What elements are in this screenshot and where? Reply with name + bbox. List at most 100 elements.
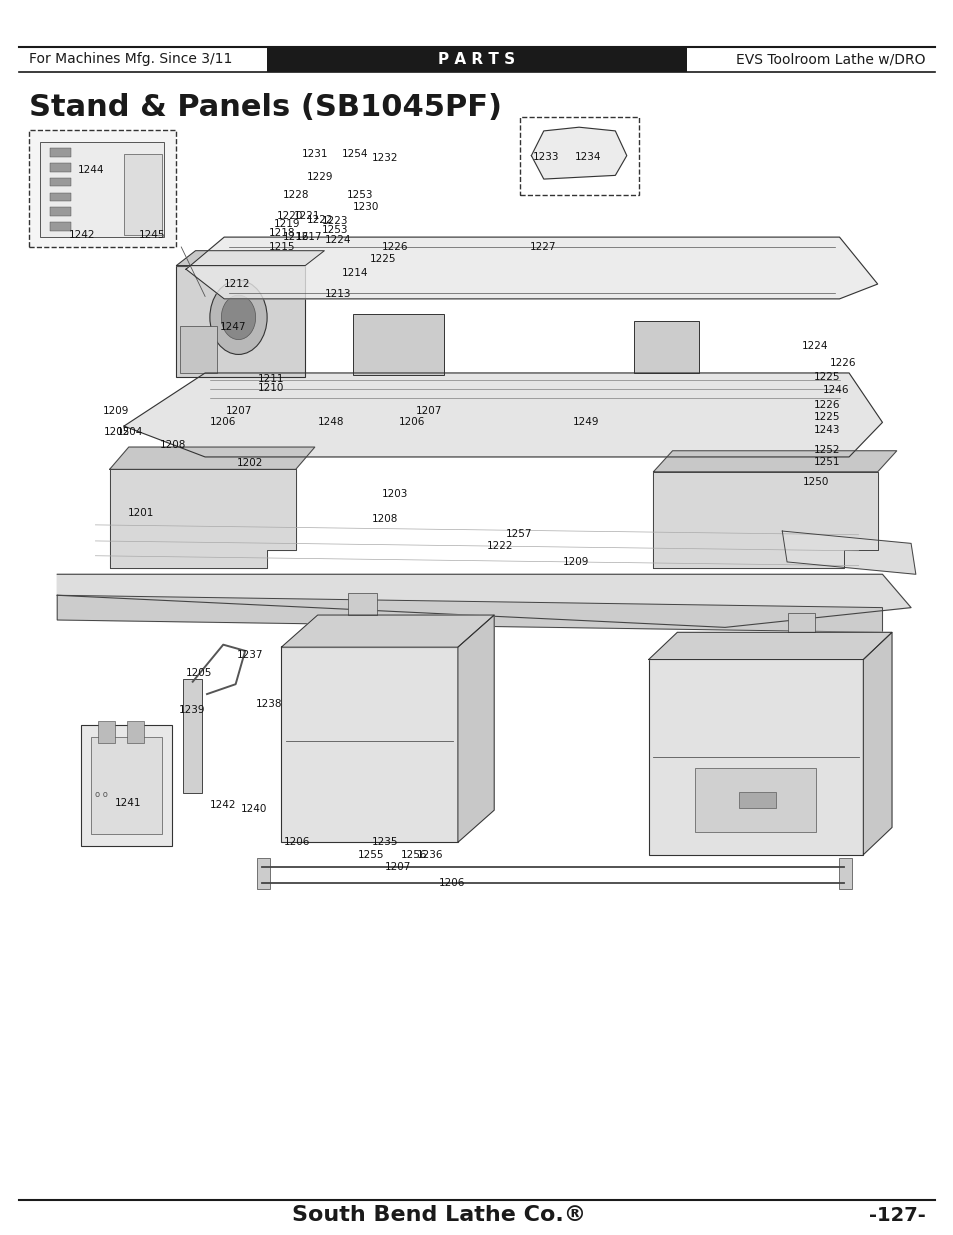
Bar bbox=[648, 659, 862, 855]
Bar bbox=[348, 593, 376, 615]
Text: 1202: 1202 bbox=[236, 458, 263, 468]
Text: 1201: 1201 bbox=[128, 508, 154, 517]
Bar bbox=[127, 721, 144, 743]
Text: 1248: 1248 bbox=[317, 417, 344, 427]
Text: 1226: 1226 bbox=[813, 400, 840, 410]
Text: For Machines Mfg. Since 3/11: For Machines Mfg. Since 3/11 bbox=[29, 52, 232, 67]
Polygon shape bbox=[57, 574, 910, 627]
Text: 1224: 1224 bbox=[801, 341, 827, 351]
Text: 1216: 1216 bbox=[282, 232, 309, 242]
Text: 1236: 1236 bbox=[416, 850, 443, 860]
Text: 1225: 1225 bbox=[813, 372, 840, 382]
Text: 1252: 1252 bbox=[813, 445, 840, 454]
Text: 1247: 1247 bbox=[219, 322, 246, 332]
Bar bbox=[180, 326, 216, 373]
Polygon shape bbox=[531, 127, 626, 179]
Text: o o: o o bbox=[95, 789, 108, 799]
Bar bbox=[353, 314, 443, 375]
Polygon shape bbox=[124, 373, 882, 457]
Text: 1228: 1228 bbox=[282, 190, 309, 200]
Polygon shape bbox=[457, 615, 494, 842]
Polygon shape bbox=[176, 251, 324, 266]
Text: 1220: 1220 bbox=[276, 211, 303, 221]
Text: 1223: 1223 bbox=[321, 216, 348, 226]
Text: 1251: 1251 bbox=[813, 457, 840, 467]
Bar bbox=[50, 148, 71, 157]
Text: EVS Toolroom Lathe w/DRO: EVS Toolroom Lathe w/DRO bbox=[735, 52, 924, 67]
Bar bbox=[694, 768, 815, 832]
Text: 1242: 1242 bbox=[69, 230, 95, 240]
Circle shape bbox=[210, 280, 267, 354]
Bar bbox=[124, 154, 162, 235]
Text: 1211: 1211 bbox=[257, 374, 284, 384]
Text: 1234: 1234 bbox=[575, 152, 601, 162]
Text: 1257: 1257 bbox=[505, 529, 532, 538]
Bar bbox=[519, 117, 639, 195]
Text: 1245: 1245 bbox=[138, 230, 165, 240]
Text: 1238: 1238 bbox=[255, 699, 282, 709]
Text: 1225: 1225 bbox=[813, 412, 840, 422]
Text: 1250: 1250 bbox=[802, 477, 829, 487]
Bar bbox=[281, 647, 457, 842]
Bar bbox=[267, 47, 686, 72]
Circle shape bbox=[221, 295, 255, 340]
Text: 1215: 1215 bbox=[269, 242, 295, 252]
Bar bbox=[787, 613, 814, 632]
Bar bbox=[50, 178, 71, 186]
Bar bbox=[183, 679, 202, 793]
Text: 1218: 1218 bbox=[269, 228, 295, 238]
Text: 1226: 1226 bbox=[829, 358, 856, 368]
Text: 1224: 1224 bbox=[324, 235, 351, 245]
Text: 1205: 1205 bbox=[104, 427, 131, 437]
Text: 1246: 1246 bbox=[822, 385, 849, 395]
Text: 1222: 1222 bbox=[486, 541, 513, 551]
Text: 1208: 1208 bbox=[160, 440, 187, 450]
Text: 1207: 1207 bbox=[416, 406, 442, 416]
Text: 1219: 1219 bbox=[274, 219, 300, 228]
Text: 1253: 1253 bbox=[321, 225, 348, 235]
Text: 1240: 1240 bbox=[240, 804, 267, 814]
Text: 1230: 1230 bbox=[353, 203, 379, 212]
Text: 1235: 1235 bbox=[372, 837, 398, 847]
Polygon shape bbox=[862, 632, 891, 855]
Text: 1231: 1231 bbox=[301, 149, 328, 159]
Text: 1209: 1209 bbox=[103, 406, 130, 416]
Text: 1225: 1225 bbox=[370, 254, 396, 264]
Polygon shape bbox=[281, 615, 494, 647]
Bar bbox=[81, 725, 172, 846]
Polygon shape bbox=[110, 447, 314, 469]
Polygon shape bbox=[186, 237, 877, 299]
Bar bbox=[256, 858, 270, 889]
Text: 1256: 1256 bbox=[400, 850, 427, 860]
Text: 1206: 1206 bbox=[210, 417, 236, 427]
Bar bbox=[50, 222, 71, 231]
Text: 1226: 1226 bbox=[381, 242, 408, 252]
Text: 1244: 1244 bbox=[78, 165, 105, 175]
Polygon shape bbox=[781, 531, 915, 574]
Text: 1209: 1209 bbox=[562, 557, 589, 567]
Text: 1217: 1217 bbox=[295, 232, 322, 242]
Bar bbox=[739, 792, 775, 808]
Bar bbox=[50, 207, 71, 216]
Bar bbox=[91, 737, 162, 834]
Text: 1239: 1239 bbox=[178, 705, 205, 715]
Polygon shape bbox=[648, 632, 891, 659]
Text: 1222: 1222 bbox=[307, 215, 334, 225]
Text: 1249: 1249 bbox=[572, 417, 598, 427]
Bar bbox=[50, 193, 71, 201]
Text: 1242: 1242 bbox=[210, 800, 236, 810]
Text: Stand & Panels (SB1045PF): Stand & Panels (SB1045PF) bbox=[29, 93, 501, 121]
Text: 1233: 1233 bbox=[532, 152, 558, 162]
Polygon shape bbox=[653, 451, 896, 472]
Bar bbox=[634, 321, 699, 373]
Text: 1255: 1255 bbox=[357, 850, 384, 860]
Text: -127-: -127- bbox=[868, 1205, 924, 1225]
Text: 1214: 1214 bbox=[341, 268, 368, 278]
Text: 1207: 1207 bbox=[226, 406, 253, 416]
Text: 1241: 1241 bbox=[114, 798, 141, 808]
Text: 1206: 1206 bbox=[398, 417, 425, 427]
Text: 1206: 1206 bbox=[284, 837, 311, 847]
Text: 1210: 1210 bbox=[257, 383, 284, 393]
Text: South Bend Lathe Co.®: South Bend Lathe Co.® bbox=[292, 1205, 585, 1225]
Text: 1205: 1205 bbox=[186, 668, 213, 678]
